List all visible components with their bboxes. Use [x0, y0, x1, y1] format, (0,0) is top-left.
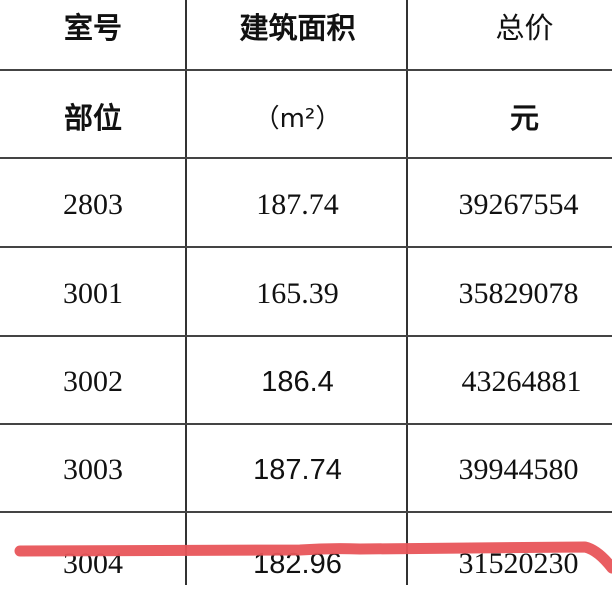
header-room-number: 室号 [63, 11, 122, 45]
area-cell: 165.39 [256, 277, 339, 310]
row-divider [0, 423, 612, 425]
column-divider [185, 0, 187, 585]
red-strikethrough-mark [14, 541, 612, 574]
room-number-cell: 2803 [63, 188, 123, 221]
row-divider [0, 69, 612, 71]
row-divider [0, 335, 612, 337]
area-cell: 186.4 [261, 365, 334, 398]
area-cell: 187.74 [256, 188, 339, 221]
header-area-unit: （m²） [253, 103, 342, 134]
room-number-cell: 3003 [63, 453, 123, 486]
column-divider [406, 0, 408, 585]
header-position: 部位 [63, 101, 122, 135]
price-cell: 39267554 [458, 188, 579, 221]
area-cell: 187.74 [253, 453, 342, 486]
header-price-unit: 元 [509, 101, 539, 135]
price-cell: 43264881 [461, 365, 582, 398]
row-divider [0, 511, 612, 513]
room-number-cell: 3002 [63, 365, 123, 398]
row-divider [0, 157, 612, 159]
price-cell: 39944580 [458, 453, 579, 486]
header-floor-area: 建筑面积 [239, 11, 356, 45]
row-divider [0, 246, 612, 248]
header-total-price: 总价 [495, 11, 554, 45]
room-number-cell: 3001 [63, 277, 123, 310]
price-cell: 35829078 [458, 277, 579, 310]
